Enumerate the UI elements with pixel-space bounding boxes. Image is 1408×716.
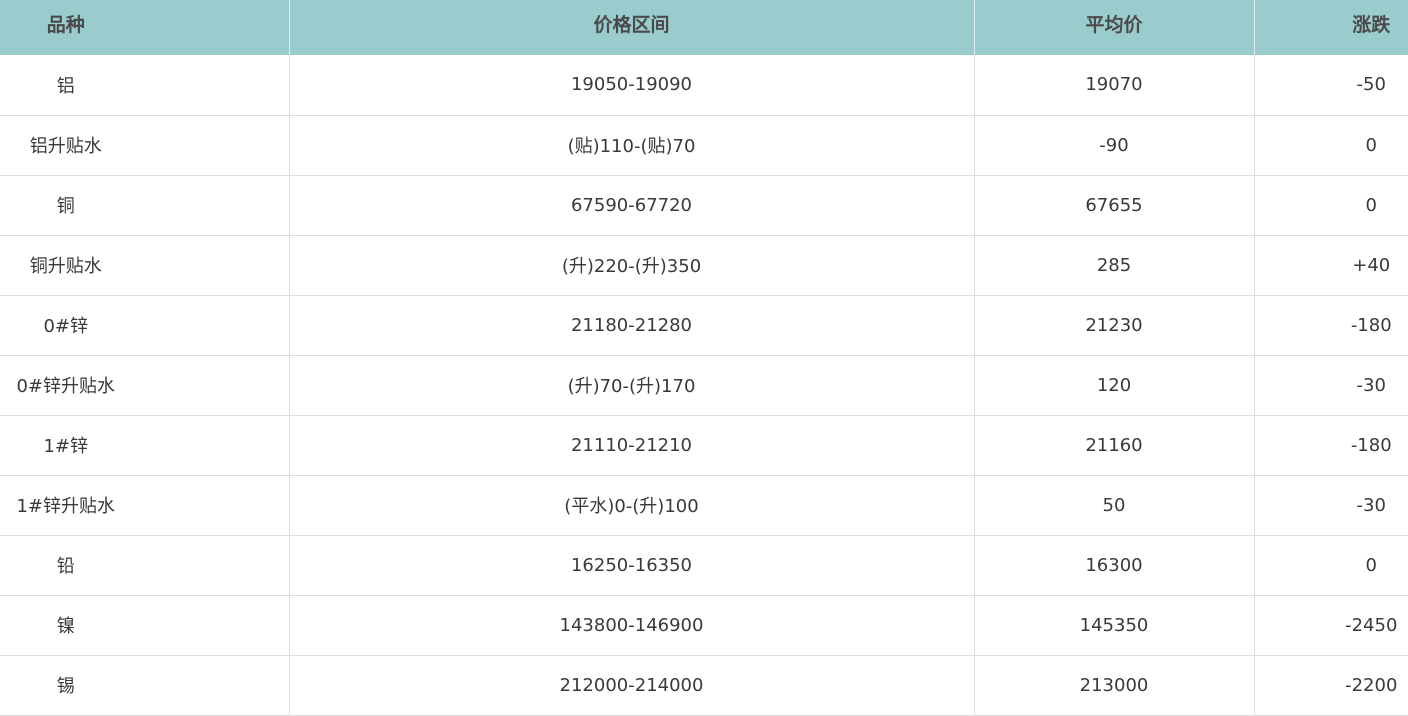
- cell-average-price: -90: [974, 115, 1255, 176]
- cell-average-price: 19070: [974, 55, 1255, 116]
- cell-change: -30: [1254, 475, 1408, 536]
- cell-price-range: 21110-21210: [289, 415, 975, 476]
- cell-change: -2200: [1254, 655, 1408, 716]
- table-row: 铝升贴水 (贴)110-(贴)70 -90 0: [0, 115, 1408, 176]
- cell-variety: 铝: [0, 55, 290, 116]
- cell-variety: 1#锌升贴水: [0, 475, 290, 536]
- cell-price-range: 16250-16350: [289, 535, 975, 596]
- cell-price-range: (升)70-(升)170: [289, 355, 975, 416]
- cell-variety: 1#锌: [0, 415, 290, 476]
- table-row: 铝 19050-19090 19070 -50: [0, 55, 1408, 116]
- cell-variety: 镍: [0, 595, 290, 656]
- cell-change: 0: [1254, 175, 1408, 236]
- cell-price-range: 143800-146900: [289, 595, 975, 656]
- table-row: 镍 143800-146900 145350 -2450: [0, 595, 1408, 656]
- cell-average-price: 120: [974, 355, 1255, 416]
- table-row: 铅 16250-16350 16300 0: [0, 535, 1408, 596]
- cell-price-range: 21180-21280: [289, 295, 975, 356]
- cell-average-price: 285: [974, 235, 1255, 296]
- cell-change: 0: [1254, 115, 1408, 176]
- cell-average-price: 50: [974, 475, 1255, 536]
- cell-variety: 铜: [0, 175, 290, 236]
- cell-price-range: 67590-67720: [289, 175, 975, 236]
- cell-price-range: (平水)0-(升)100: [289, 475, 975, 536]
- cell-average-price: 21160: [974, 415, 1255, 476]
- cell-variety: 铝升贴水: [0, 115, 290, 176]
- cell-variety: 0#锌升贴水: [0, 355, 290, 416]
- cell-change: -180: [1254, 295, 1408, 356]
- cell-average-price: 213000: [974, 655, 1255, 716]
- cell-price-range: 212000-214000: [289, 655, 975, 716]
- header-variety: 品种: [0, 0, 290, 55]
- table-row: 1#锌 21110-21210 21160 -180: [0, 415, 1408, 476]
- cell-change: 0: [1254, 535, 1408, 596]
- cell-variety: 铅: [0, 535, 290, 596]
- header-change: 涨跌: [1254, 0, 1408, 55]
- table-row: 锡 212000-214000 213000 -2200: [0, 655, 1408, 716]
- cell-average-price: 21230: [974, 295, 1255, 356]
- cell-average-price: 16300: [974, 535, 1255, 596]
- table-row: 0#锌 21180-21280 21230 -180: [0, 295, 1408, 356]
- table-row: 0#锌升贴水 (升)70-(升)170 120 -30: [0, 355, 1408, 416]
- table-row: 铜 67590-67720 67655 0: [0, 175, 1408, 236]
- cell-change: +40: [1254, 235, 1408, 296]
- cell-variety: 锡: [0, 655, 290, 716]
- table-header-row: 品种 价格区间 平均价 涨跌: [0, 0, 1408, 55]
- cell-variety: 0#锌: [0, 295, 290, 356]
- cell-variety: 铜升贴水: [0, 235, 290, 296]
- table-row: 铜升贴水 (升)220-(升)350 285 +40: [0, 235, 1408, 296]
- cell-average-price: 145350: [974, 595, 1255, 656]
- cell-change: -2450: [1254, 595, 1408, 656]
- cell-change: -50: [1254, 55, 1408, 116]
- header-average-price: 平均价: [974, 0, 1255, 55]
- header-price-range: 价格区间: [289, 0, 975, 55]
- cell-price-range: (贴)110-(贴)70: [289, 115, 975, 176]
- cell-price-range: (升)220-(升)350: [289, 235, 975, 296]
- cell-average-price: 67655: [974, 175, 1255, 236]
- cell-change: -180: [1254, 415, 1408, 476]
- cell-price-range: 19050-19090: [289, 55, 975, 116]
- cell-change: -30: [1254, 355, 1408, 416]
- table-row: 1#锌升贴水 (平水)0-(升)100 50 -30: [0, 475, 1408, 536]
